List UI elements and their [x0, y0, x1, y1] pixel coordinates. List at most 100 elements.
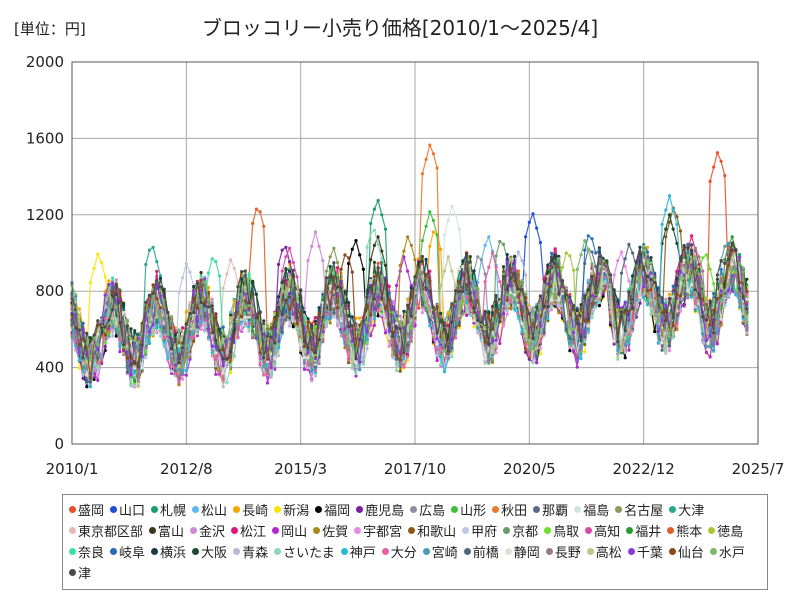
data-point: [586, 278, 590, 282]
data-point: [664, 235, 668, 239]
data-point: [291, 325, 295, 329]
data-point: [406, 269, 410, 273]
data-point: [527, 220, 531, 224]
data-point: [420, 172, 424, 176]
data-point: [428, 143, 432, 147]
data-point: [417, 306, 421, 310]
data-point: [708, 179, 712, 183]
data-point: [210, 297, 214, 301]
data-point: [99, 260, 104, 265]
data-point: [232, 266, 236, 270]
data-point: [686, 296, 690, 300]
data-point: [229, 310, 233, 314]
data-point: [350, 247, 354, 251]
data-point: [372, 323, 376, 327]
data-point: [310, 379, 314, 383]
data-point: [675, 215, 679, 219]
data-point: [92, 377, 96, 381]
data-point: [712, 165, 716, 169]
data-point: [181, 276, 185, 280]
data-point: [538, 352, 543, 356]
data-point: [697, 262, 701, 267]
data-point: [284, 255, 288, 259]
data-point: [354, 239, 358, 243]
data-point: [188, 355, 192, 359]
data-point: [387, 344, 391, 348]
data-point: [181, 326, 185, 330]
data-point: [369, 221, 373, 225]
data-point: [313, 325, 317, 329]
data-point: [420, 311, 424, 315]
data-point: [715, 151, 720, 155]
data-point: [594, 264, 598, 268]
data-point: [461, 312, 465, 316]
data-point: [188, 270, 192, 274]
data-point: [210, 354, 214, 358]
data-point: [675, 269, 679, 273]
data-point: [199, 270, 203, 275]
data-point: [291, 318, 295, 322]
data-point: [387, 284, 391, 288]
data-point: [446, 218, 450, 223]
data-point: [361, 267, 365, 271]
data-point: [439, 247, 443, 251]
data-point: [77, 307, 81, 311]
data-point: [343, 346, 347, 350]
data-point: [155, 331, 159, 335]
data-point: [701, 256, 705, 260]
data-point: [85, 385, 89, 389]
data-point: [328, 255, 332, 259]
data-point: [431, 152, 435, 156]
data-point: [568, 349, 572, 353]
data-point: [380, 213, 384, 217]
data-point: [77, 366, 81, 370]
data-point: [96, 369, 100, 374]
data-point: [280, 269, 284, 273]
data-point: [675, 327, 679, 332]
data-point: [158, 274, 163, 278]
data-point: [542, 276, 546, 280]
data-point: [306, 259, 310, 263]
data-point: [380, 249, 384, 253]
data-point: [147, 248, 152, 252]
data-point: [398, 314, 402, 318]
data-point: [177, 383, 181, 387]
data-point: [627, 279, 631, 283]
data-point: [583, 350, 587, 354]
data-point: [144, 349, 148, 353]
data-point: [354, 374, 358, 378]
data-point: [229, 258, 233, 262]
data-point: [616, 259, 620, 263]
data-point: [188, 300, 192, 305]
data-point: [184, 373, 188, 377]
data-point: [424, 157, 428, 161]
data-point: [280, 248, 284, 252]
data-point: [535, 360, 539, 365]
data-point: [435, 166, 439, 170]
data-point: [704, 350, 709, 354]
data-point: [583, 342, 587, 346]
data-point: [177, 290, 181, 294]
data-point: [738, 252, 742, 257]
data-point: [457, 227, 461, 231]
data-point: [457, 326, 461, 330]
data-point: [531, 212, 535, 216]
data-point: [369, 258, 373, 262]
data-point: [144, 262, 148, 267]
data-point: [199, 327, 203, 331]
data-point: [483, 272, 487, 276]
data-point: [704, 253, 709, 257]
data-point: [741, 320, 745, 324]
data-point: [678, 229, 683, 233]
data-point: [535, 226, 539, 230]
data-point: [284, 318, 288, 322]
data-point: [240, 328, 244, 332]
data-point: [284, 245, 288, 249]
data-point: [623, 356, 627, 360]
data-point: [81, 376, 85, 380]
data-point: [155, 269, 159, 273]
chart-title: ブロッコリー小売り価格[2010/1～2025/4]: [201, 16, 599, 40]
data-point: [715, 342, 720, 346]
data-point: [693, 305, 697, 309]
data-point: [96, 252, 100, 256]
